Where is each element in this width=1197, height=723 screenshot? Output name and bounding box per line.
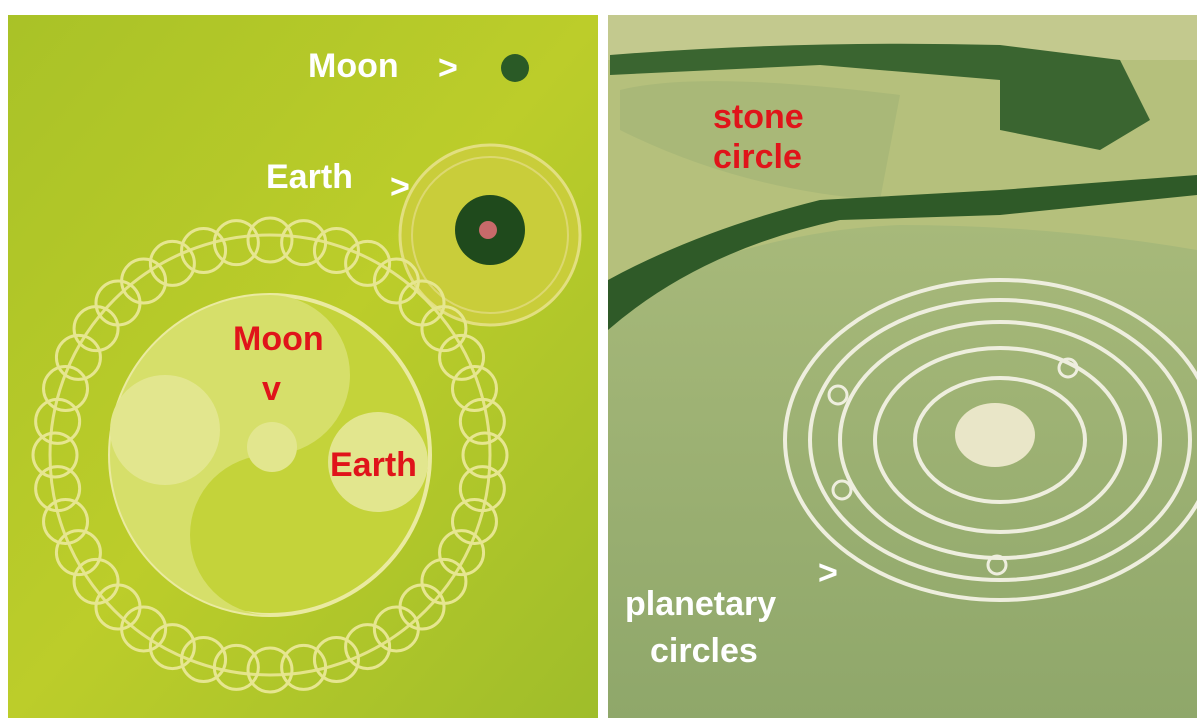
left-photo: Moon > Earth > Moon v Earth: [8, 15, 598, 718]
label: Earth: [330, 446, 417, 484]
crop-disc: [247, 422, 297, 472]
arrow: >: [818, 554, 838, 592]
moon-tree: [501, 54, 529, 82]
page: {"left_panel": {"labels": {"moon_top": "…: [0, 0, 1197, 718]
label: Moon: [308, 47, 399, 85]
label: stone: [713, 98, 804, 136]
building: [479, 221, 497, 239]
scene: Moon > Earth > Moon v Earth stone circle…: [0, 0, 1197, 718]
arrow: >: [390, 168, 410, 206]
crop-disc: [110, 375, 220, 485]
arrow: >: [438, 49, 458, 87]
label: Earth: [266, 158, 353, 196]
arrow: v: [262, 370, 281, 408]
label: planetary: [625, 585, 776, 623]
sun-disc: [955, 403, 1035, 467]
label: circles: [650, 632, 758, 670]
label: Moon: [233, 320, 324, 358]
right-photo: stone circle planetary circles >: [608, 15, 1197, 718]
label: circle: [713, 138, 802, 176]
